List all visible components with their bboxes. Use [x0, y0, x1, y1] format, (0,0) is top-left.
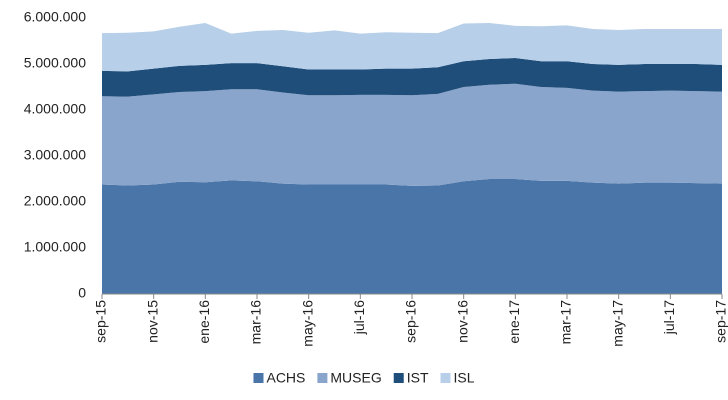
x-tick-label: jul-17	[661, 300, 677, 335]
y-tick-label: 1.000.000	[24, 239, 86, 255]
area	[102, 179, 722, 294]
y-tick-label: 2.000.000	[24, 193, 86, 209]
x-tick-label: mar-16	[248, 300, 264, 345]
x-tick-label: nov-15	[144, 300, 160, 343]
x-tick-label: ene-16	[196, 300, 212, 344]
x-tick-label: nov-16	[454, 300, 470, 343]
x-tick-label: sep-15	[93, 300, 109, 343]
y-tick-label: 4.000.000	[24, 101, 86, 117]
area	[102, 58, 722, 97]
legend: ACHS MUSEG IST ISL	[253, 370, 475, 386]
y-tick-label: 0	[78, 285, 86, 301]
legend-swatch	[317, 373, 328, 383]
y-tick-label: 6.000.000	[24, 9, 86, 25]
y-tick-label: 5.000.000	[24, 55, 86, 71]
legend-swatch	[253, 373, 264, 383]
x-tick-label: may-17	[609, 300, 625, 347]
y-tick-label: 3.000.000	[24, 147, 86, 163]
x-tick-label: jul-16	[351, 300, 367, 335]
legend-swatch	[393, 373, 404, 383]
legend-label: ISL	[454, 370, 475, 386]
legend-label: IST	[407, 370, 429, 386]
legend-label: ACHS	[266, 370, 305, 386]
x-tick-label: ene-17	[506, 300, 522, 344]
area	[102, 83, 722, 186]
x-tick-label: mar-17	[558, 300, 574, 345]
legend-swatch	[440, 373, 451, 383]
x-tick-label: sep-16	[403, 300, 419, 343]
legend-label: MUSEG	[330, 370, 381, 386]
x-tick-label: sep-17	[713, 300, 728, 343]
x-tick-label: may-16	[299, 300, 315, 347]
area	[102, 23, 722, 72]
